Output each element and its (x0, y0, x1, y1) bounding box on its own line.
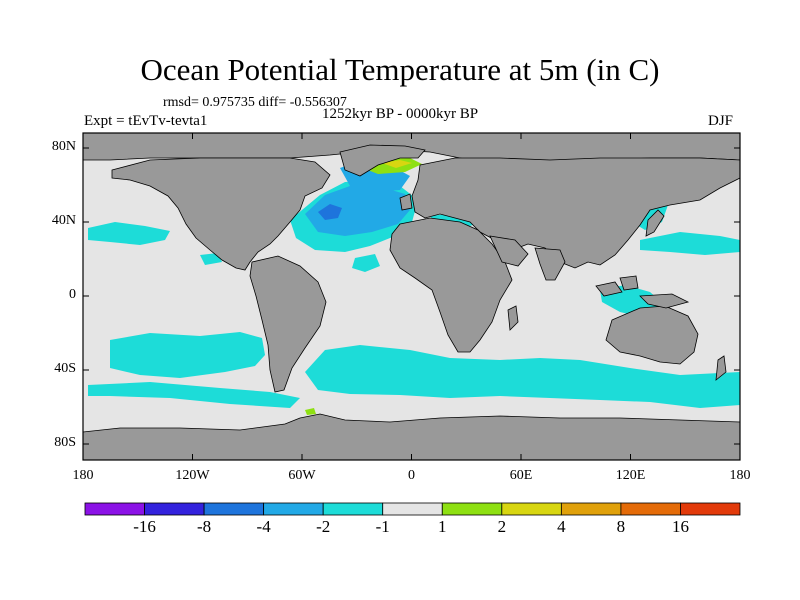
lat-label: 40S (54, 361, 76, 376)
new-zealand (715, 355, 727, 381)
colorbar-label: 8 (616, 517, 626, 536)
figure-title: Ocean Potential Temperature at 5m (in C) (140, 52, 660, 87)
east-pacific-small-patch (200, 253, 222, 265)
japan (645, 209, 665, 237)
lon-label: 60E (509, 468, 533, 483)
season-label: DJF (708, 113, 734, 129)
stats-text: rmsd= 0.975735 diff= -0.556307 (163, 95, 347, 110)
north-america (111, 157, 331, 271)
greenland (339, 144, 426, 177)
north-atlantic-light-blue (305, 186, 410, 236)
colorbar-swatch (144, 502, 205, 516)
southern-ocean-pacific-band (110, 332, 265, 378)
eurasia (411, 157, 740, 269)
map-plot (82, 132, 741, 461)
lat-label: 80S (54, 435, 76, 450)
southern-ocean-polar-band (88, 382, 300, 408)
antarctic-peninsula-green (305, 408, 316, 415)
colorbar-swatch (620, 502, 681, 516)
indonesia-islands (595, 275, 639, 297)
colorbar-swatch (203, 502, 265, 516)
colorbar (84, 502, 741, 516)
colorbar-label: -8 (196, 517, 212, 536)
colorbar-label: -16 (133, 517, 156, 536)
experiment-label: Expt = tEvTv-tevta1 (84, 113, 208, 129)
colorbar-label: 4 (557, 517, 566, 536)
colorbar-swatch (382, 502, 443, 516)
india (534, 247, 566, 281)
southern-ocean-atlantic-indian-band (305, 345, 740, 408)
north-atlantic-blue-core (318, 204, 342, 220)
madagascar (507, 305, 519, 331)
north-pacific-east-patch (640, 232, 740, 255)
lat-label: 80N (51, 139, 76, 154)
lon-label: 120E (615, 468, 646, 483)
colorbar-label: -4 (256, 517, 271, 536)
north-pacific-west-patch (88, 222, 170, 245)
colorbar-swatch (84, 502, 145, 516)
south-america (249, 255, 327, 393)
colorbar-label: -1 (375, 517, 390, 536)
colorbar-label: 1 (438, 517, 447, 536)
africa (389, 217, 513, 353)
greenland-sea-yellow (382, 160, 412, 168)
colorbar-swatch (501, 502, 562, 516)
lon-label: 180 (72, 468, 94, 483)
lat-label: 40N (51, 213, 76, 228)
axis-ticks (82, 133, 741, 460)
period-label: 1252kyr BP - 0000kyr BP (322, 106, 479, 122)
lon-label: 60W (288, 468, 316, 483)
land-masses (83, 133, 740, 460)
colorbar-label: -2 (316, 517, 331, 536)
lon-label: 180 (729, 468, 751, 483)
antarctica (83, 413, 740, 460)
colorbar-swatch (560, 502, 622, 516)
colorbar-swatch (263, 502, 324, 516)
lon-label: 120W (175, 468, 210, 483)
colorbar-swatch (322, 502, 384, 516)
anomaly-patches (88, 158, 740, 415)
arabia (489, 235, 529, 267)
colorbar-swatch (441, 502, 503, 516)
colorbar-label: 16 (671, 517, 689, 536)
colorbar-swatch (680, 502, 741, 516)
lon-label: 0 (408, 468, 415, 483)
lat-label: 0 (69, 287, 76, 302)
colorbar-label: 2 (497, 517, 507, 536)
new-guinea (639, 293, 690, 309)
tropical-atlantic-patch (352, 254, 380, 272)
british-isles (399, 193, 413, 211)
